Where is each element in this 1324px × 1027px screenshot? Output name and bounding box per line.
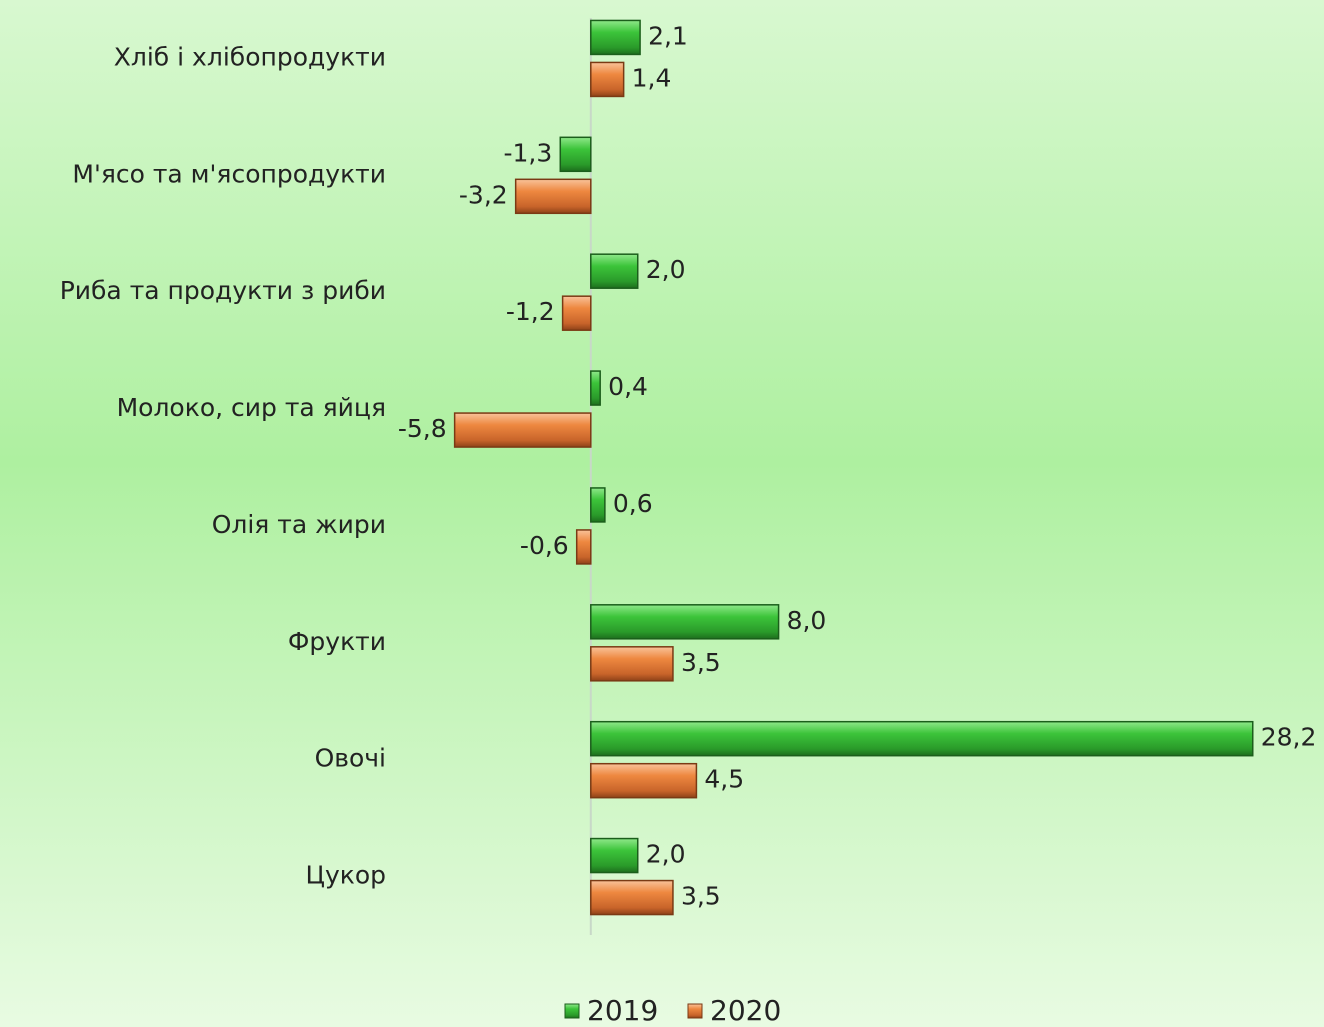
bar bbox=[590, 879, 674, 916]
data-label: 3,5 bbox=[681, 882, 721, 911]
category-label: Молоко, сир та яйця bbox=[117, 393, 386, 422]
category-label: Риба та продукти з риби bbox=[60, 276, 386, 305]
bar bbox=[590, 604, 780, 640]
bar bbox=[453, 412, 592, 448]
bar bbox=[590, 487, 606, 523]
data-label: -1,2 bbox=[506, 297, 555, 326]
legend-swatch bbox=[564, 1003, 580, 1019]
bar bbox=[590, 370, 601, 406]
bar bbox=[575, 529, 592, 565]
data-label: 4,5 bbox=[704, 765, 744, 794]
bar bbox=[590, 19, 641, 56]
bar bbox=[561, 295, 592, 331]
data-label: -3,2 bbox=[459, 180, 508, 209]
bar bbox=[590, 253, 639, 289]
data-label: 3,5 bbox=[681, 648, 721, 677]
data-label: 8,0 bbox=[787, 606, 827, 635]
bar bbox=[590, 837, 639, 874]
category-label: Хліб і хлібопродукти bbox=[114, 42, 386, 71]
bar bbox=[590, 61, 625, 98]
category-label: Овочі bbox=[315, 744, 386, 773]
bar bbox=[590, 646, 674, 682]
data-label: 28,2 bbox=[1261, 723, 1317, 752]
legend-label: 2019 bbox=[587, 994, 658, 1027]
data-label: -5,8 bbox=[398, 414, 447, 443]
bar bbox=[559, 136, 592, 173]
data-label: -1,3 bbox=[503, 138, 552, 167]
bar bbox=[590, 762, 698, 799]
bar bbox=[514, 178, 592, 215]
data-label: 2,1 bbox=[648, 21, 688, 50]
data-label: 1,4 bbox=[632, 63, 672, 92]
data-label: 0,4 bbox=[608, 372, 648, 401]
category-label: Олія та жири bbox=[212, 510, 386, 539]
data-label: 2,0 bbox=[646, 255, 686, 284]
data-label: 0,6 bbox=[613, 489, 653, 518]
legend-label: 2020 bbox=[710, 994, 781, 1027]
data-label: -0,6 bbox=[520, 531, 569, 560]
bar bbox=[590, 720, 1254, 757]
data-label: 2,0 bbox=[646, 840, 686, 869]
legend-swatch bbox=[687, 1003, 703, 1019]
category-label: Цукор bbox=[306, 861, 386, 890]
category-label: Фрукти bbox=[288, 627, 386, 656]
category-label: М'ясо та м'ясопродукти bbox=[72, 159, 386, 188]
